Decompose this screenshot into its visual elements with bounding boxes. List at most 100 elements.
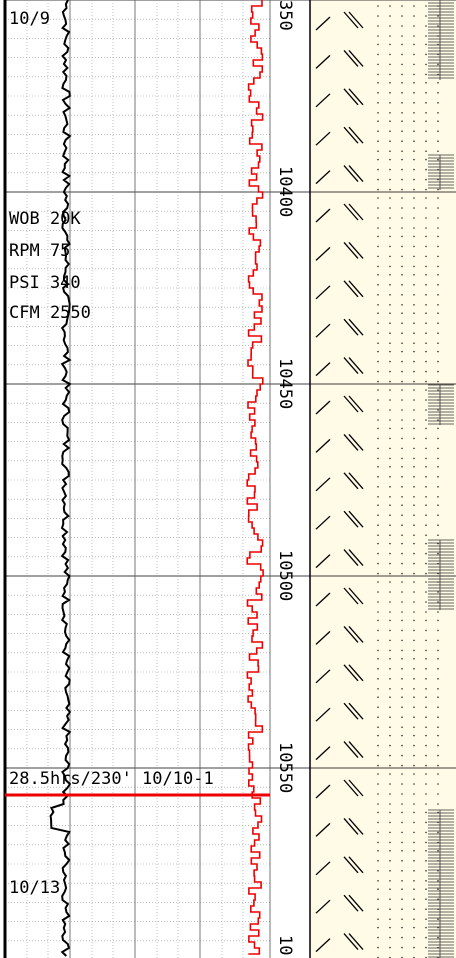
dot [377,803,379,805]
dot [401,437,403,440]
dot [389,284,391,286]
dot [401,322,403,325]
dot [389,457,391,460]
dot [413,534,415,536]
dot [377,936,379,939]
dot [413,688,415,690]
dot [413,734,415,737]
dot [401,92,403,94]
dot [377,581,379,583]
dot [401,130,403,132]
dot [437,409,439,411]
backslash [343,817,359,835]
slash [315,707,331,722]
dot [401,399,403,401]
dot [389,294,391,296]
dot [401,140,403,142]
dot [401,457,403,460]
dot [401,524,403,526]
dot [437,322,439,325]
dot [425,706,427,708]
dot [437,437,439,440]
dot [377,350,379,353]
dot [425,150,427,152]
dot [401,542,403,545]
dot [413,514,415,516]
dot [425,496,427,498]
slash [315,515,331,530]
dot [425,178,427,181]
dot [389,504,391,507]
dot [413,457,415,460]
backslash [343,549,359,567]
dot [437,658,439,660]
dot [425,53,427,56]
dot [401,419,403,421]
dot [437,744,439,747]
dot [401,908,403,910]
dot [401,227,403,229]
backslash [343,433,359,451]
dot [425,611,427,613]
dot [413,793,415,795]
dot [401,486,403,488]
dot [377,926,379,929]
dot [437,783,439,785]
dot [389,342,391,345]
dot [437,726,439,728]
dot [413,217,415,219]
dot [425,821,427,824]
dot [377,35,379,37]
dot [413,591,415,593]
dot [401,207,403,209]
dot [401,265,403,268]
dot [389,552,391,555]
dot [377,908,379,910]
dot [377,514,379,516]
depth-label: 10550 [275,742,295,793]
dot [413,466,415,468]
dot [437,850,439,852]
dot [389,734,391,737]
dot [425,130,427,132]
dot [377,898,379,900]
dot [437,112,439,114]
dot [437,265,439,268]
backslash [348,856,364,874]
dot [425,82,427,84]
dot [401,504,403,507]
dot [437,102,439,104]
dot [401,427,403,430]
dot [377,870,379,872]
dot [389,581,391,583]
dot [425,389,427,391]
dot [437,140,439,142]
dot [437,235,439,238]
dot [425,380,427,383]
backslash [343,856,359,874]
dot [413,5,415,7]
slash [315,554,331,569]
dot [401,726,403,728]
dot [413,82,415,84]
dot [377,696,379,698]
slash [315,784,331,799]
dot [401,476,403,478]
dot [401,629,403,632]
dot [425,678,427,680]
dot [413,649,415,652]
depth-label: 10400 [275,166,295,217]
dot [425,197,427,199]
dot [401,5,403,7]
dot [437,552,439,555]
dot [437,312,439,315]
dot [377,831,379,834]
dot [425,370,427,373]
dot [425,457,427,460]
backslash [348,280,364,298]
dot [389,130,391,132]
dot [437,304,439,306]
dot [413,120,415,122]
dot [377,562,379,565]
dot [425,15,427,17]
